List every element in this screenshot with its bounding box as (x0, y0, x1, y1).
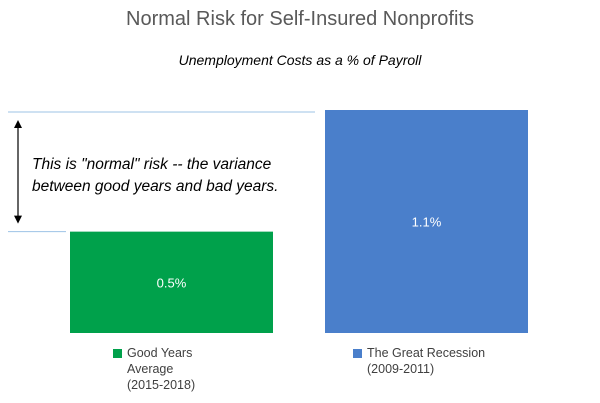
legend-item-great-recession: The Great Recession (2009-2011) (353, 345, 485, 377)
legend-label-great-recession: The Great Recession (2009-2011) (367, 346, 486, 376)
bar-great-recession (325, 110, 528, 333)
data-label-good-years: 0.5% (157, 275, 187, 290)
data-label-great-recession: 1.1% (412, 215, 442, 230)
variance-arrow-down-icon (14, 215, 22, 224)
variance-annotation: This is "normal" risk -- the variance be… (32, 156, 279, 195)
chart-subtitle: Unemployment Costs as a % of Payroll (178, 52, 422, 68)
legend-item-good-years: Good Years Average (2015-2018) (113, 345, 195, 393)
legend-swatch-great-recession (353, 349, 362, 358)
legend-label-good-years: Good Years Average (2015-2018) (127, 346, 196, 392)
variance-arrow-up-icon (14, 120, 22, 128)
legend-swatch-good-years (113, 349, 122, 358)
chart-title: Normal Risk for Self-Insured Nonprofits (126, 8, 474, 30)
bar-good-years (70, 231, 273, 333)
